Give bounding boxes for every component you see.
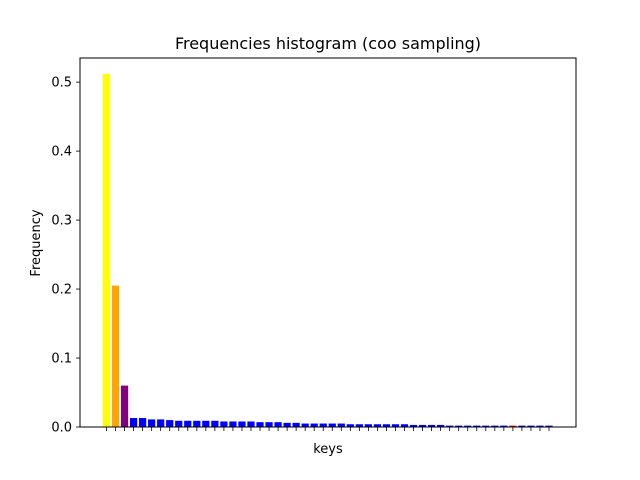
bar-17 xyxy=(247,421,255,427)
bar-16 xyxy=(238,421,246,427)
bar-7 xyxy=(157,419,165,427)
bar-4 xyxy=(129,418,138,427)
bar-19 xyxy=(265,422,273,427)
bars-group xyxy=(102,73,553,428)
plot-frame xyxy=(79,57,577,428)
bar-1 xyxy=(102,73,111,428)
bar-46 xyxy=(509,425,517,427)
bar-35 xyxy=(409,424,418,427)
y-ticks-group: 0.0 0.1 0.2 0.3 0.4 0.5 xyxy=(51,76,80,436)
bar-13 xyxy=(211,420,219,427)
chart-title: Frequencies histogram (coo sampling) xyxy=(175,34,481,53)
bar-48 xyxy=(527,425,535,427)
bar-10 xyxy=(184,420,192,427)
bar-18 xyxy=(256,422,264,427)
y-axis-label: Frequency xyxy=(29,209,44,276)
bar-45 xyxy=(500,425,508,427)
y-tick-label: 0.1 xyxy=(51,352,72,367)
bar-39 xyxy=(446,425,454,427)
bar-32 xyxy=(382,424,391,427)
bar-38 xyxy=(437,424,445,427)
bar-42 xyxy=(473,425,481,427)
bar-41 xyxy=(464,425,472,427)
bar-23 xyxy=(301,423,309,427)
bar-3 xyxy=(120,385,129,427)
bar-15 xyxy=(229,421,237,427)
x-axis-label: keys xyxy=(313,442,343,457)
bar-34 xyxy=(400,424,409,427)
bar-44 xyxy=(491,425,499,427)
bar-47 xyxy=(518,425,526,427)
bar-22 xyxy=(292,422,300,427)
bar-26 xyxy=(328,423,336,427)
bar-36 xyxy=(418,424,427,427)
plot-background xyxy=(80,58,576,427)
bar-21 xyxy=(283,422,291,427)
bar-33 xyxy=(391,424,400,427)
bar-24 xyxy=(310,423,318,427)
bar-2 xyxy=(111,285,120,427)
bar-27 xyxy=(337,423,345,427)
bar-50 xyxy=(545,425,553,427)
bar-6 xyxy=(148,419,156,427)
bar-8 xyxy=(166,420,174,427)
bar-20 xyxy=(274,422,282,427)
bar-31 xyxy=(373,424,382,427)
bar-25 xyxy=(319,423,327,427)
bar-30 xyxy=(364,424,372,427)
bar-14 xyxy=(220,421,228,427)
bar-43 xyxy=(482,425,490,427)
y-tick-label: 0.3 xyxy=(51,214,72,229)
bar-5 xyxy=(139,418,147,427)
y-tick-label: 0.0 xyxy=(51,421,72,436)
bar-49 xyxy=(536,425,544,427)
bar-37 xyxy=(427,424,436,427)
y-tick-label: 0.4 xyxy=(51,145,72,160)
x-ticks-group xyxy=(106,427,550,431)
bar-9 xyxy=(175,420,183,427)
bar-29 xyxy=(355,424,363,427)
y-tick-label: 0.5 xyxy=(51,76,72,91)
bar-40 xyxy=(455,425,463,427)
y-tick-label: 0.2 xyxy=(51,283,72,298)
bar-12 xyxy=(202,420,210,427)
bar-28 xyxy=(346,424,354,427)
bar-11 xyxy=(193,420,201,427)
